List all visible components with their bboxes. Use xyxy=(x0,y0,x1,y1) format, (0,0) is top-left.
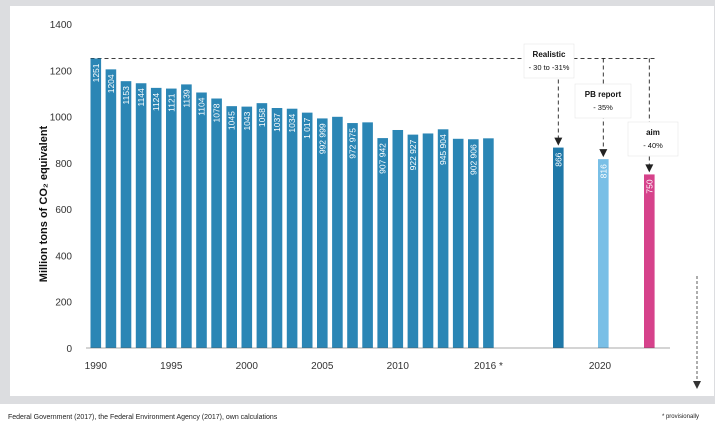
bar-value-label: 1251 xyxy=(91,63,101,82)
target-bar-866 xyxy=(553,147,564,348)
bar-value-label: 902 906 xyxy=(468,144,478,175)
bar-1999 xyxy=(226,106,237,349)
bar-2016 xyxy=(483,138,494,348)
callout-subtitle: - 40% xyxy=(643,141,663,150)
x-tick-label: 2016 * xyxy=(474,361,503,372)
bar-value-label: 1104 xyxy=(197,97,207,116)
bar-2004 xyxy=(301,112,313,348)
y-tick-label: 1000 xyxy=(50,113,73,124)
y-tick-label: 800 xyxy=(55,159,72,170)
callout-box xyxy=(574,83,632,119)
x-tick-label: 2020 xyxy=(589,361,612,372)
x-axis-ticks: 1990 1995 2000 2005 2010 2016 * 2020 xyxy=(85,361,612,372)
arrow-down-icon xyxy=(645,164,654,173)
callout-title: aim xyxy=(646,128,660,137)
bar-value-label: 907 942 xyxy=(378,143,388,174)
bar-2003 xyxy=(286,108,298,349)
bar-2001 xyxy=(256,103,268,348)
y-axis-label-text: Million tons of CO₂ equivalent xyxy=(38,125,50,282)
y-tick-label: 600 xyxy=(55,205,72,216)
bar-1994 xyxy=(150,87,162,349)
x-tick-label: 1995 xyxy=(160,361,183,372)
bar-value-label: 1153 xyxy=(121,86,131,105)
y-tick-label: 400 xyxy=(55,251,72,262)
bar-value-label: 1204 xyxy=(106,74,116,93)
bar-2006 xyxy=(332,116,343,348)
callout-subtitle: - 30 to -31% xyxy=(529,63,570,72)
bar-value-label: 1124 xyxy=(151,93,161,112)
bar-1998 xyxy=(211,98,222,349)
callout-box xyxy=(627,121,679,157)
target-bar-750 xyxy=(644,174,655,348)
bar-2013 xyxy=(437,129,449,348)
bar-value-label: 1037 xyxy=(272,113,282,132)
bar-1990 xyxy=(90,58,102,349)
bar-2007 xyxy=(347,123,358,349)
x-tick-label: 2010 xyxy=(387,361,410,372)
target-callouts: Realistic - 30 to -31% PB report - 35% aim - … xyxy=(523,43,679,173)
bar-2010 xyxy=(392,129,404,348)
bar-1992 xyxy=(120,81,132,349)
bar-2008 xyxy=(362,122,373,348)
y-axis-label: Million tons of CO₂ equivalent xyxy=(38,125,50,282)
target-bar-value-label: 750 xyxy=(644,179,654,193)
bar-1991 xyxy=(105,69,117,349)
bar-value-label: 1045 xyxy=(227,111,237,130)
bar-value-label: 992 999 xyxy=(317,123,327,154)
target-bar-value-label: 866 xyxy=(553,152,563,166)
bar-2014 xyxy=(452,138,464,348)
co2-emissions-chart: Million tons of CO₂ equivalent 0 200 400 60… xyxy=(38,20,701,389)
bar-value-label: 1034 xyxy=(287,113,297,132)
bar-value-label: 1078 xyxy=(212,103,222,122)
bar-value-label: 1139 xyxy=(181,89,191,108)
arrow-down-icon xyxy=(599,149,608,158)
bar-2015 xyxy=(468,139,479,348)
chart-panel: Million tons of CO₂ equivalent 0 200 400 60… xyxy=(10,6,714,396)
bar-value-label: 1121 xyxy=(166,93,176,112)
bar-2005 xyxy=(317,118,328,349)
arrow-down-icon xyxy=(554,137,563,146)
bar-value-label: 1 017 xyxy=(302,117,312,139)
x-tick-label: 2005 xyxy=(311,361,334,372)
bar-value-label: 945 904 xyxy=(438,134,448,165)
callout-subtitle: - 35% xyxy=(593,103,613,112)
bar-1996 xyxy=(181,84,192,348)
callout-title: PB report xyxy=(585,90,622,99)
x-tick-label: 2000 xyxy=(236,361,259,372)
target-bar-value-label: 816 xyxy=(598,164,608,178)
down-arrow-icon xyxy=(693,276,701,389)
bar-2002 xyxy=(271,108,283,348)
bar-value-label: 922 927 xyxy=(408,139,418,170)
x-tick-label: 1990 xyxy=(85,361,108,372)
footer-source: Federal Government (2017), the Federal E… xyxy=(8,414,278,421)
bar-2011 xyxy=(407,134,419,348)
bar-1995 xyxy=(166,88,177,348)
footer: Federal Government (2017), the Federal E… xyxy=(0,404,715,436)
bar-value-label: 1058 xyxy=(257,108,267,127)
bar-1997 xyxy=(196,92,207,348)
bar-value-label: 1144 xyxy=(136,88,146,107)
bar-2009 xyxy=(377,138,388,348)
callout-box xyxy=(523,43,575,79)
y-tick-label: 200 xyxy=(55,298,72,309)
y-tick-label: 1200 xyxy=(50,66,73,77)
historical-bars: 1251 1204 1153 1144 1124 1121 1139 1104 1078 1045… xyxy=(90,58,494,349)
bar-2000 xyxy=(241,106,253,349)
footer-note: * provisionally xyxy=(661,414,699,420)
target-bar-816 xyxy=(598,159,609,348)
y-tick-label: 1400 xyxy=(50,20,73,31)
bar-value-label: 972 975 xyxy=(348,128,358,159)
bar-1993 xyxy=(135,83,147,348)
bar-value-label: 1043 xyxy=(242,111,252,130)
y-tick-label: 0 xyxy=(66,344,72,355)
y-axis-ticks: 0 200 400 600 800 1000 1200 1400 xyxy=(50,20,73,355)
callout-title: Realistic xyxy=(533,50,566,59)
target-bars: 866 816 750 xyxy=(553,147,655,348)
bar-2012 xyxy=(422,133,434,348)
